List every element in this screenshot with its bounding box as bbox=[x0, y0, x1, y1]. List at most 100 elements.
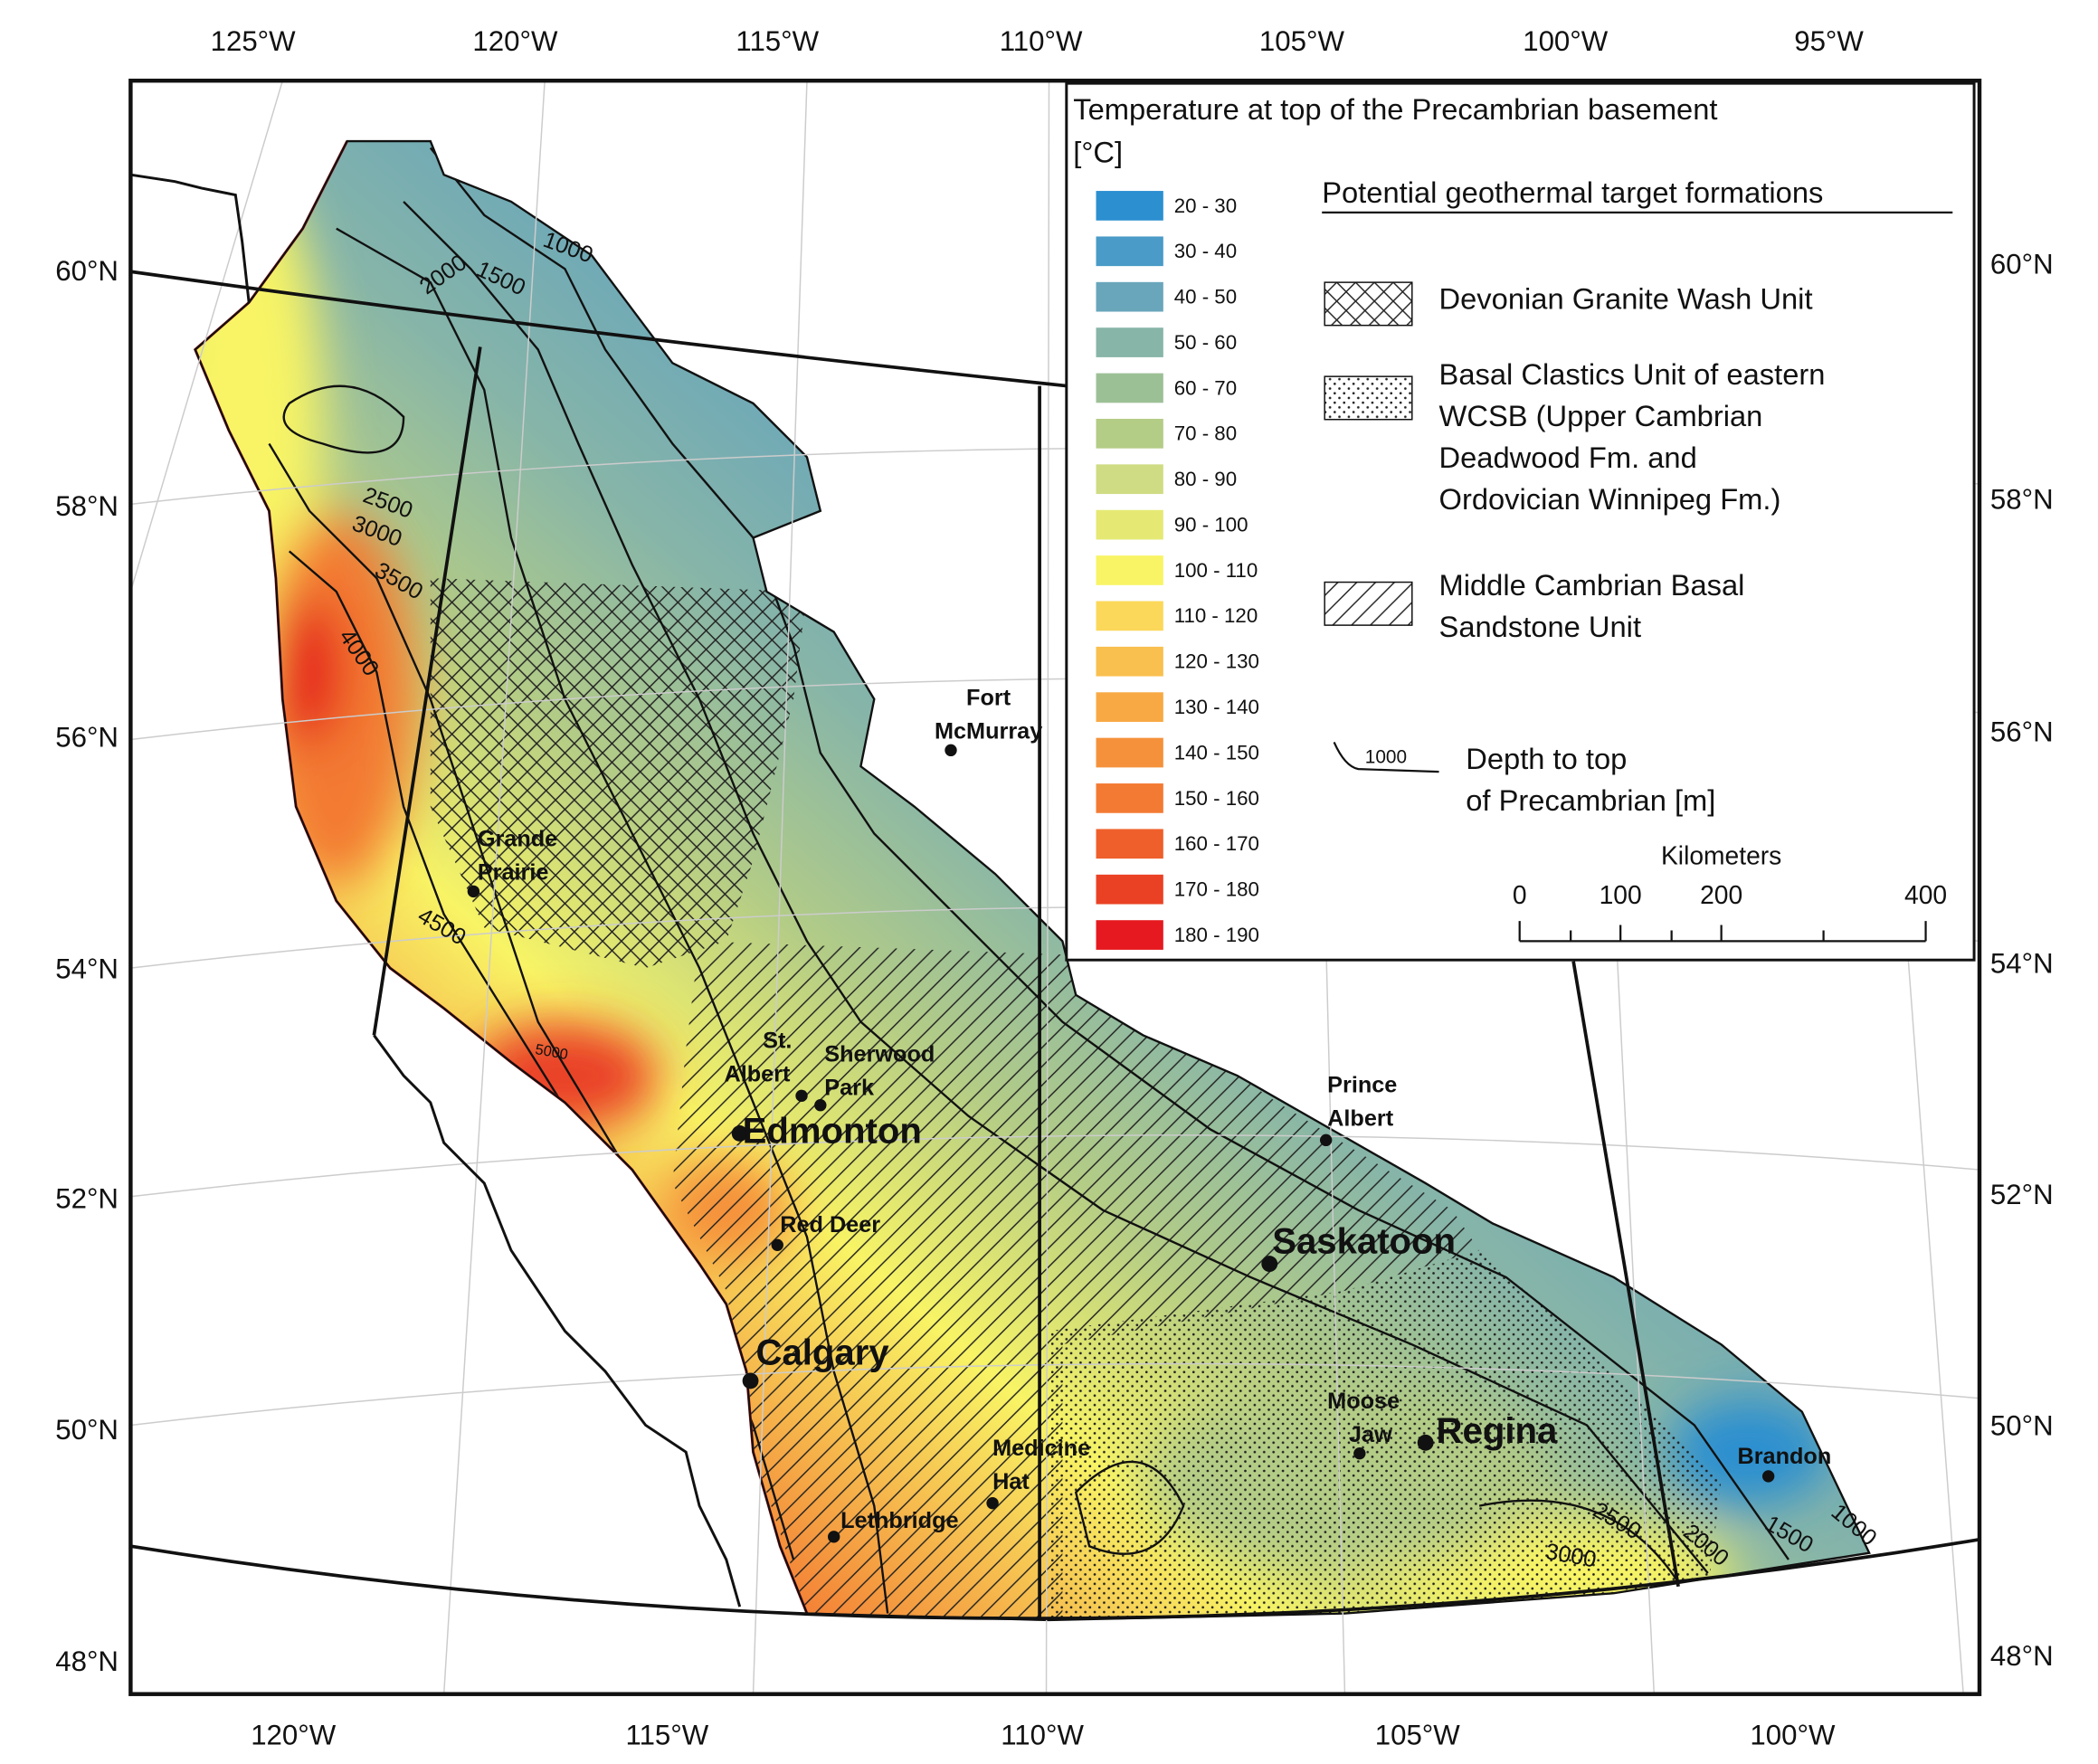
legend-swatch bbox=[1096, 601, 1163, 631]
legend-title: [°C] bbox=[1073, 136, 1123, 169]
left-lat-label: 54°N bbox=[55, 953, 119, 984]
bottom-lon-label: 105°W bbox=[1375, 1720, 1461, 1751]
legend-swatch bbox=[1096, 646, 1163, 677]
basal-clastics-area bbox=[1049, 1250, 1722, 1620]
left-lat-label: 58°N bbox=[55, 490, 119, 522]
legend-class-label: 60 - 70 bbox=[1174, 376, 1237, 399]
city-label: Moose bbox=[1327, 1389, 1400, 1414]
left-lat-label: 60°N bbox=[55, 255, 119, 287]
city-label: Saskatoon bbox=[1272, 1220, 1456, 1261]
formation-label: Basal Clastics Unit of eastern bbox=[1439, 357, 1826, 391]
city-dot bbox=[1261, 1256, 1278, 1273]
legend-swatch bbox=[1096, 737, 1163, 768]
depth-sample: 1000 bbox=[1365, 747, 1407, 768]
border bbox=[372, 346, 482, 1036]
legend-class-label: 30 - 40 bbox=[1174, 240, 1237, 262]
city-label: Lethbridge bbox=[840, 1508, 958, 1533]
contour bbox=[429, 147, 1789, 1560]
right-lat-label: 60°N bbox=[1990, 249, 2054, 280]
right-lat-label: 48°N bbox=[1990, 1640, 2054, 1672]
legend-class-label: 20 - 30 bbox=[1174, 194, 1237, 217]
city-dot bbox=[771, 1238, 783, 1251]
city-dot bbox=[731, 1125, 748, 1142]
city-dot bbox=[795, 1089, 808, 1103]
legend-class-label: 120 - 130 bbox=[1174, 650, 1259, 673]
bottom-lon-label: 100°W bbox=[1750, 1720, 1836, 1751]
legend-swatch bbox=[1096, 829, 1163, 859]
contour bbox=[1074, 1460, 1185, 1555]
legend-title: Temperature at top of the Precambrian ba… bbox=[1073, 92, 1717, 126]
city-dot bbox=[742, 1372, 759, 1389]
legend-class-label: 70 - 80 bbox=[1174, 422, 1237, 445]
legend-swatch bbox=[1096, 783, 1163, 813]
legend-class-label: 50 - 60 bbox=[1174, 331, 1237, 354]
formation-label: Deadwood Fm. and bbox=[1439, 441, 1697, 474]
legend-swatch bbox=[1324, 281, 1413, 327]
legend-swatch bbox=[1096, 191, 1163, 221]
legend-contour-sample bbox=[1333, 741, 1439, 773]
legend-class-label: 170 - 180 bbox=[1174, 878, 1259, 901]
border bbox=[130, 270, 1068, 388]
city-label: Regina bbox=[1437, 1410, 1558, 1451]
scale-label: 400 bbox=[1904, 880, 1947, 909]
right-lat-label: 50°N bbox=[1990, 1410, 2054, 1442]
border bbox=[1571, 961, 1680, 1588]
right-lat-label: 54°N bbox=[1990, 947, 2054, 979]
left-lat-label: 56°N bbox=[55, 722, 119, 754]
legend-swatch bbox=[1096, 236, 1163, 267]
city-label: Red Deer bbox=[780, 1212, 880, 1238]
legend-class-label: 40 - 50 bbox=[1174, 286, 1237, 308]
border bbox=[130, 173, 251, 303]
formation-label: Ordovician Winnipeg Fm.) bbox=[1439, 482, 1781, 516]
city-label: Calgary bbox=[755, 1332, 889, 1373]
city-dot bbox=[1417, 1434, 1434, 1451]
city-label: Fort bbox=[966, 686, 1011, 711]
left-lat-label: 48°N bbox=[55, 1645, 119, 1677]
city-label: Hat bbox=[992, 1469, 1030, 1494]
scale-bar bbox=[1518, 921, 1927, 943]
scale-label: 100 bbox=[1600, 880, 1642, 909]
legend-swatch bbox=[1096, 920, 1163, 950]
top-lon-label: 115°W bbox=[736, 25, 819, 57]
city-dot bbox=[828, 1531, 840, 1543]
formation-label: WCSB (Upper Cambrian bbox=[1439, 399, 1763, 432]
legend-swatch bbox=[1324, 581, 1413, 626]
legend-class-label: 130 - 140 bbox=[1174, 696, 1259, 718]
city-dot bbox=[1319, 1133, 1333, 1147]
borders bbox=[130, 173, 1980, 1620]
legend-class-label: 180 - 190 bbox=[1174, 924, 1259, 946]
city-label: Park bbox=[824, 1076, 875, 1101]
legend-swatch bbox=[1096, 327, 1163, 357]
legend-swatch bbox=[1096, 555, 1163, 585]
legend-box bbox=[1065, 81, 1976, 962]
legend-swatch bbox=[1096, 373, 1163, 403]
contour bbox=[282, 384, 405, 454]
legend-swatch bbox=[1096, 874, 1163, 905]
top-lon-label: 110°W bbox=[1000, 25, 1083, 57]
right-lat-label: 52°N bbox=[1990, 1179, 2054, 1210]
border bbox=[373, 1034, 742, 1608]
legend-class-label: 140 - 150 bbox=[1174, 741, 1259, 763]
depth-label: of Precambrian [m] bbox=[1466, 783, 1715, 817]
top-lon-label: 100°W bbox=[1523, 25, 1609, 57]
hot-zone bbox=[275, 598, 344, 746]
contour bbox=[1478, 1499, 1683, 1588]
formation-label: Devonian Granite Wash Unit bbox=[1439, 282, 1813, 316]
bottom-lon-label: 115°W bbox=[626, 1720, 709, 1751]
top-lon-label: 105°W bbox=[1259, 25, 1345, 57]
basal-sandstone-area bbox=[672, 941, 1480, 1620]
city-label: Prince bbox=[1327, 1073, 1397, 1098]
granite-wash-area bbox=[430, 578, 807, 969]
legend-class-label: 100 - 110 bbox=[1174, 559, 1258, 582]
formation-label: Sandstone Unit bbox=[1439, 610, 1642, 643]
city-label: McMurray bbox=[935, 719, 1042, 744]
map-frame bbox=[128, 78, 1982, 1696]
top-lon-label: 120°W bbox=[472, 25, 558, 57]
city-label: Brandon bbox=[1737, 1444, 1831, 1469]
bottom-lon-label: 120°W bbox=[251, 1720, 337, 1751]
top-lon-label: 125°W bbox=[211, 25, 297, 57]
scale-label: 200 bbox=[1700, 880, 1742, 909]
left-lat-label: 50°N bbox=[55, 1414, 119, 1446]
city-label: Jaw bbox=[1349, 1422, 1392, 1447]
